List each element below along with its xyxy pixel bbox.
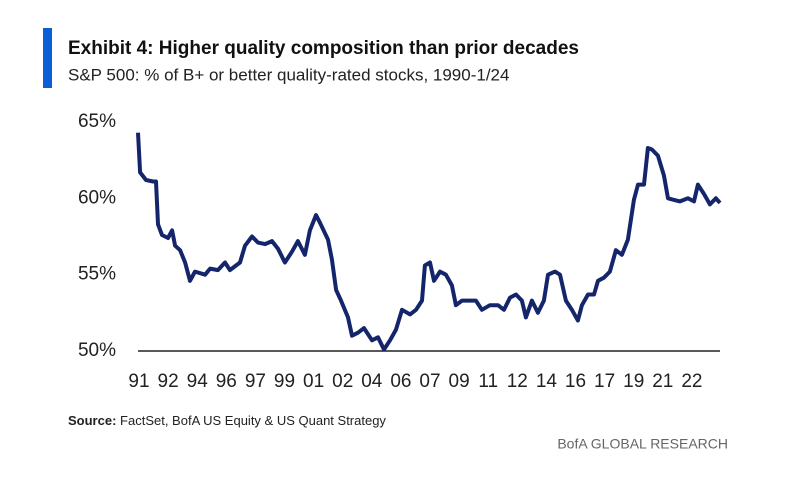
y-tick-label: 60% [78, 187, 116, 208]
data-line [136, 132, 722, 352]
x-tick-label: 21 [652, 371, 673, 392]
x-tick-label: 97 [245, 371, 266, 392]
x-tick-label: 06 [390, 371, 411, 392]
source: Source: FactSet, BofA US Equity & US Qua… [68, 413, 386, 428]
x-tick-label: 11 [478, 371, 498, 392]
x-tick-label: 99 [274, 371, 295, 392]
x-tick-label: 02 [332, 371, 353, 392]
source-label: Source: [68, 413, 116, 428]
x-tick-label: 04 [361, 371, 383, 392]
branding: BofA GLOBAL RESEARCH [557, 436, 728, 452]
x-tick-label: 07 [419, 371, 440, 392]
x-tick-label: 22 [681, 371, 702, 392]
x-tick-label: 14 [536, 371, 558, 392]
x-tick-label: 19 [623, 371, 644, 392]
x-tick-label: 96 [216, 371, 237, 392]
accent-bar [43, 28, 52, 88]
x-tick-label: 16 [565, 371, 586, 392]
chart-title: Exhibit 4: Higher quality composition th… [68, 38, 579, 59]
y-tick-label: 55% [78, 264, 116, 285]
x-tick-label: 92 [158, 371, 179, 392]
source-text: FactSet, BofA US Equity & US Quant Strat… [120, 413, 386, 428]
x-tick-label: 01 [303, 371, 324, 392]
y-tick-label: 65% [78, 111, 116, 132]
y-tick-label: 50% [78, 340, 116, 361]
x-tick-label: 94 [187, 371, 209, 392]
x-tick-label: 12 [507, 371, 528, 392]
x-tick-label: 91 [128, 371, 149, 392]
chart-subtitle: S&P 500: % of B+ or better quality-rated… [68, 65, 509, 84]
x-tick-label: 09 [449, 371, 470, 392]
x-tick-label: 17 [594, 371, 615, 392]
